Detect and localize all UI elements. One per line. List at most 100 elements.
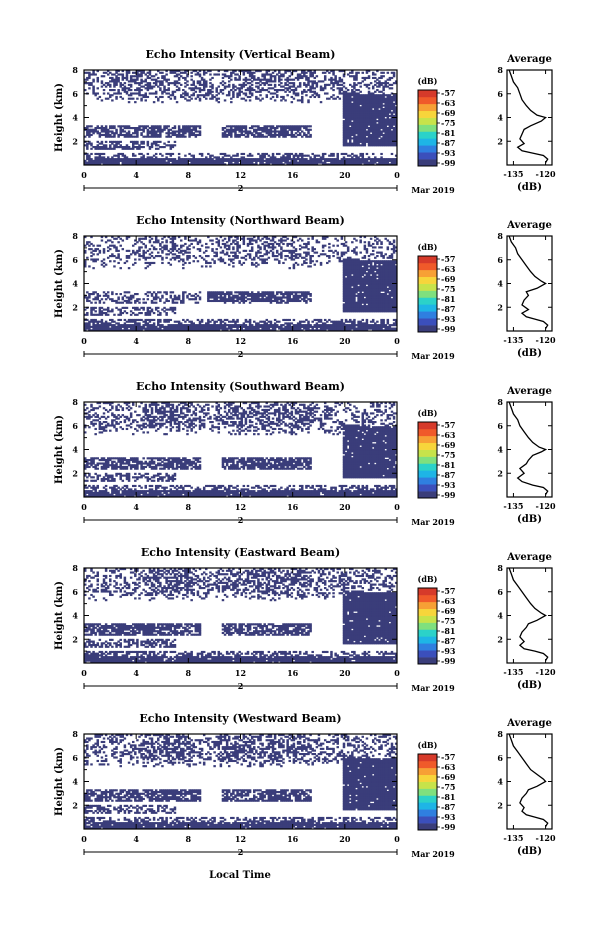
heatmap-cell [282, 127, 285, 130]
heatmap-cell [198, 163, 202, 166]
heatmap-cell [86, 146, 89, 149]
heatmap-cell [288, 82, 291, 85]
heatmap-cell [255, 159, 258, 162]
heatmap-cell [113, 85, 116, 88]
heatmap-cell [240, 163, 243, 166]
heatmap-cell [280, 75, 283, 78]
heatmap-cell [86, 128, 89, 131]
heatmap-cell [294, 132, 298, 135]
heatmap-cell [119, 258, 122, 261]
heatmap-cell [150, 85, 154, 88]
heatmap-cell [321, 163, 325, 166]
heatmap-cell [246, 135, 250, 138]
heatmap-cell [142, 80, 145, 83]
heatmap-cell [173, 83, 177, 86]
heatmap-cell [142, 158, 145, 161]
heatmap-cell [353, 75, 356, 78]
heatmap-cell [246, 159, 250, 162]
heatmap-cell [284, 158, 287, 161]
heatmap-cell [346, 121, 350, 124]
average-y-tick-label: 4 [497, 113, 503, 123]
heatmap-cell [125, 127, 129, 130]
heatmap-cell [307, 89, 310, 92]
heatmap-cell [186, 83, 189, 86]
heatmap-cell [209, 70, 212, 73]
heatmap-cell [109, 135, 112, 138]
heatmap-cell [144, 161, 147, 164]
heatmap-cell [115, 128, 118, 131]
heatmap-cell [273, 85, 277, 88]
heatmap-cell [146, 95, 150, 99]
heatmap-cell [102, 147, 106, 150]
heatmap-cell [342, 95, 346, 99]
heatmap-cell [242, 71, 246, 74]
heatmap-cell [309, 293, 312, 296]
heatmap-cell [342, 104, 346, 107]
heatmap-cell [326, 83, 329, 86]
heatmap-cell [140, 94, 143, 97]
heatmap-cell [334, 82, 337, 85]
heatmap-cell [152, 140, 156, 143]
colorbar-segment [418, 110, 437, 118]
heatmap-cell [296, 94, 300, 97]
heatmap-cell [125, 125, 129, 128]
heatmap-cell [86, 130, 89, 133]
heatmap-cell [129, 140, 133, 143]
heatmap-cell [177, 159, 181, 162]
heatmap-cell [357, 109, 360, 112]
heatmap-cell [313, 82, 317, 85]
heatmap-cell [123, 127, 127, 130]
heatmap-cell [217, 156, 221, 159]
heatmap-cell [338, 89, 342, 92]
heatmap-cell [257, 97, 260, 100]
heatmap-cell [280, 78, 283, 81]
heatmap-cell [355, 89, 358, 92]
heatmap-cell [140, 142, 143, 145]
heatmap-cell [250, 75, 254, 78]
heatmap-cell [148, 87, 152, 90]
heatmap-cell [198, 87, 202, 90]
heatmap-cell [123, 125, 127, 128]
heatmap-cell [138, 147, 141, 150]
heatmap-cell [261, 163, 264, 166]
heatmap-cell [125, 78, 129, 81]
heatmap-cell [129, 159, 133, 162]
heatmap-cell [182, 132, 185, 135]
heatmap-cell [205, 80, 208, 83]
heatmap-cell [165, 291, 168, 294]
heatmap-cell [257, 82, 260, 85]
heatmap-cell [359, 125, 362, 128]
heatmap-cell [351, 125, 354, 128]
heatmap-cell [159, 140, 162, 143]
heatmap-cell [273, 132, 277, 135]
heatmap-cell [184, 90, 187, 93]
heatmap-cell [157, 97, 160, 100]
heatmap-cell [223, 70, 227, 73]
heatmap-cell [338, 70, 342, 73]
heatmap-cell [209, 82, 212, 85]
heatmap-cell [175, 85, 179, 88]
heatmap-cell [167, 132, 170, 135]
heatmap-cell [96, 147, 100, 150]
heatmap-cell [238, 260, 241, 263]
heatmap-cell [292, 241, 296, 244]
heatmap-cell [275, 161, 279, 164]
heatmap-cell [261, 154, 264, 157]
heatmap-cell [121, 70, 125, 73]
heatmap-cell [227, 154, 231, 157]
heatmap-cell [146, 142, 150, 145]
heatmap-cell [294, 92, 298, 95]
heatmap-cell [340, 152, 344, 156]
heatmap-cell [323, 87, 327, 90]
heatmap-cell [357, 156, 360, 159]
heatmap-cell [138, 87, 141, 90]
heatmap-cell [159, 133, 162, 137]
heatmap-cell [196, 163, 200, 166]
heatmap-cell [96, 130, 100, 133]
heatmap-cell [106, 294, 110, 297]
heatmap-cell [100, 140, 104, 143]
heatmap-cell [150, 133, 154, 137]
heatmap-cell [127, 94, 131, 97]
heatmap-cell [144, 83, 147, 86]
heatmap-cell [221, 127, 225, 130]
